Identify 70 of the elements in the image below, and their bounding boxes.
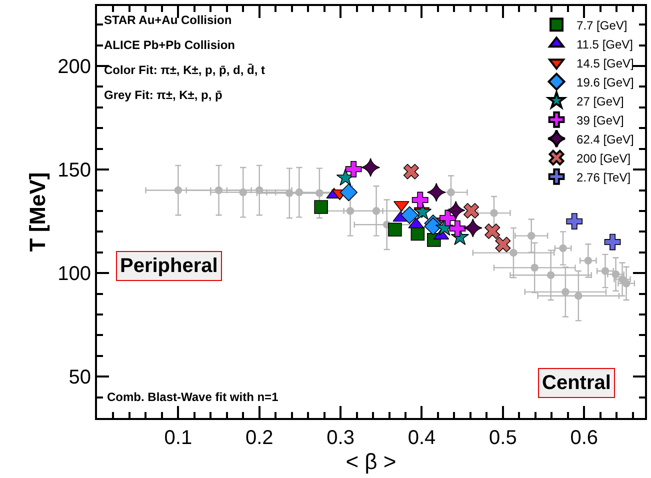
point bbox=[314, 200, 328, 214]
x-tick-label: 0.5 bbox=[489, 427, 517, 449]
annotation: Peripheral bbox=[120, 255, 218, 277]
point bbox=[403, 164, 419, 180]
annotation: Grey Fit: π±, K±, p, p̄ bbox=[104, 88, 222, 102]
point bbox=[440, 210, 456, 226]
point bbox=[449, 220, 466, 237]
point bbox=[446, 200, 466, 220]
point bbox=[463, 218, 482, 238]
legend-label: 7.7 [GeV] bbox=[576, 18, 628, 32]
point bbox=[426, 182, 446, 202]
point bbox=[546, 271, 555, 280]
x-tick-label: 0.3 bbox=[326, 427, 354, 449]
annotation: STAR Au+Au Collision bbox=[104, 13, 232, 27]
annotation: ALICE Pb+Pb Collision bbox=[104, 38, 236, 52]
point bbox=[559, 244, 567, 252]
point bbox=[510, 248, 518, 257]
y-tick-label: 200 bbox=[58, 56, 91, 78]
legend-label: 39 [GeV] bbox=[576, 113, 624, 128]
annotation: Color Fit: π±, K±, p, p̄, d, d̄, t bbox=[104, 63, 266, 77]
point bbox=[295, 188, 304, 196]
point bbox=[239, 188, 248, 196]
point bbox=[316, 189, 324, 198]
legend-label: 19.6 [GeV] bbox=[576, 75, 634, 90]
legend-label: 200 [GeV] bbox=[576, 151, 631, 166]
point bbox=[214, 186, 223, 194]
point bbox=[340, 183, 358, 202]
y-tick-label: 50 bbox=[68, 366, 91, 389]
legend-label: 14.5 [GeV] bbox=[576, 56, 634, 70]
point bbox=[495, 236, 511, 252]
point bbox=[447, 188, 455, 196]
point bbox=[345, 160, 362, 178]
point bbox=[527, 232, 536, 240]
point bbox=[412, 192, 428, 208]
y-axis-title: T [MeV] bbox=[24, 172, 50, 252]
point bbox=[388, 222, 402, 236]
point bbox=[574, 292, 582, 300]
x-tick-label: 0.4 bbox=[408, 427, 436, 449]
point bbox=[604, 234, 621, 250]
point bbox=[174, 186, 182, 194]
annotation: Comb. Blast-Wave fit with n=1 bbox=[107, 390, 279, 404]
point bbox=[562, 288, 570, 296]
x-axis-title: < β > bbox=[346, 449, 396, 474]
point bbox=[622, 280, 630, 288]
x-tick-label: 0.2 bbox=[245, 427, 274, 449]
point bbox=[414, 202, 432, 220]
point bbox=[530, 264, 538, 272]
point bbox=[255, 186, 264, 194]
x-tick-label: 0.6 bbox=[570, 427, 598, 449]
point bbox=[601, 267, 610, 275]
point bbox=[612, 270, 620, 278]
point bbox=[372, 207, 380, 215]
legend-label: 2.76 [TeV] bbox=[576, 170, 631, 184]
point bbox=[464, 203, 480, 219]
point bbox=[361, 158, 380, 177]
legend-label: 62.4 [GeV] bbox=[576, 132, 634, 146]
legend-label: 11.5 [GeV] bbox=[576, 37, 634, 52]
point bbox=[346, 207, 354, 215]
annotation: Central bbox=[542, 372, 611, 394]
point bbox=[286, 189, 294, 198]
legend-label: 27 [GeV] bbox=[576, 94, 624, 108]
point bbox=[490, 209, 498, 217]
point bbox=[424, 217, 442, 236]
point bbox=[566, 213, 583, 230]
y-tick-label: 100 bbox=[58, 263, 91, 286]
x-tick-label: 0.1 bbox=[164, 427, 192, 449]
point bbox=[584, 256, 592, 265]
y-tick-label: 150 bbox=[58, 160, 91, 182]
point bbox=[400, 206, 418, 224]
point bbox=[484, 223, 500, 240]
